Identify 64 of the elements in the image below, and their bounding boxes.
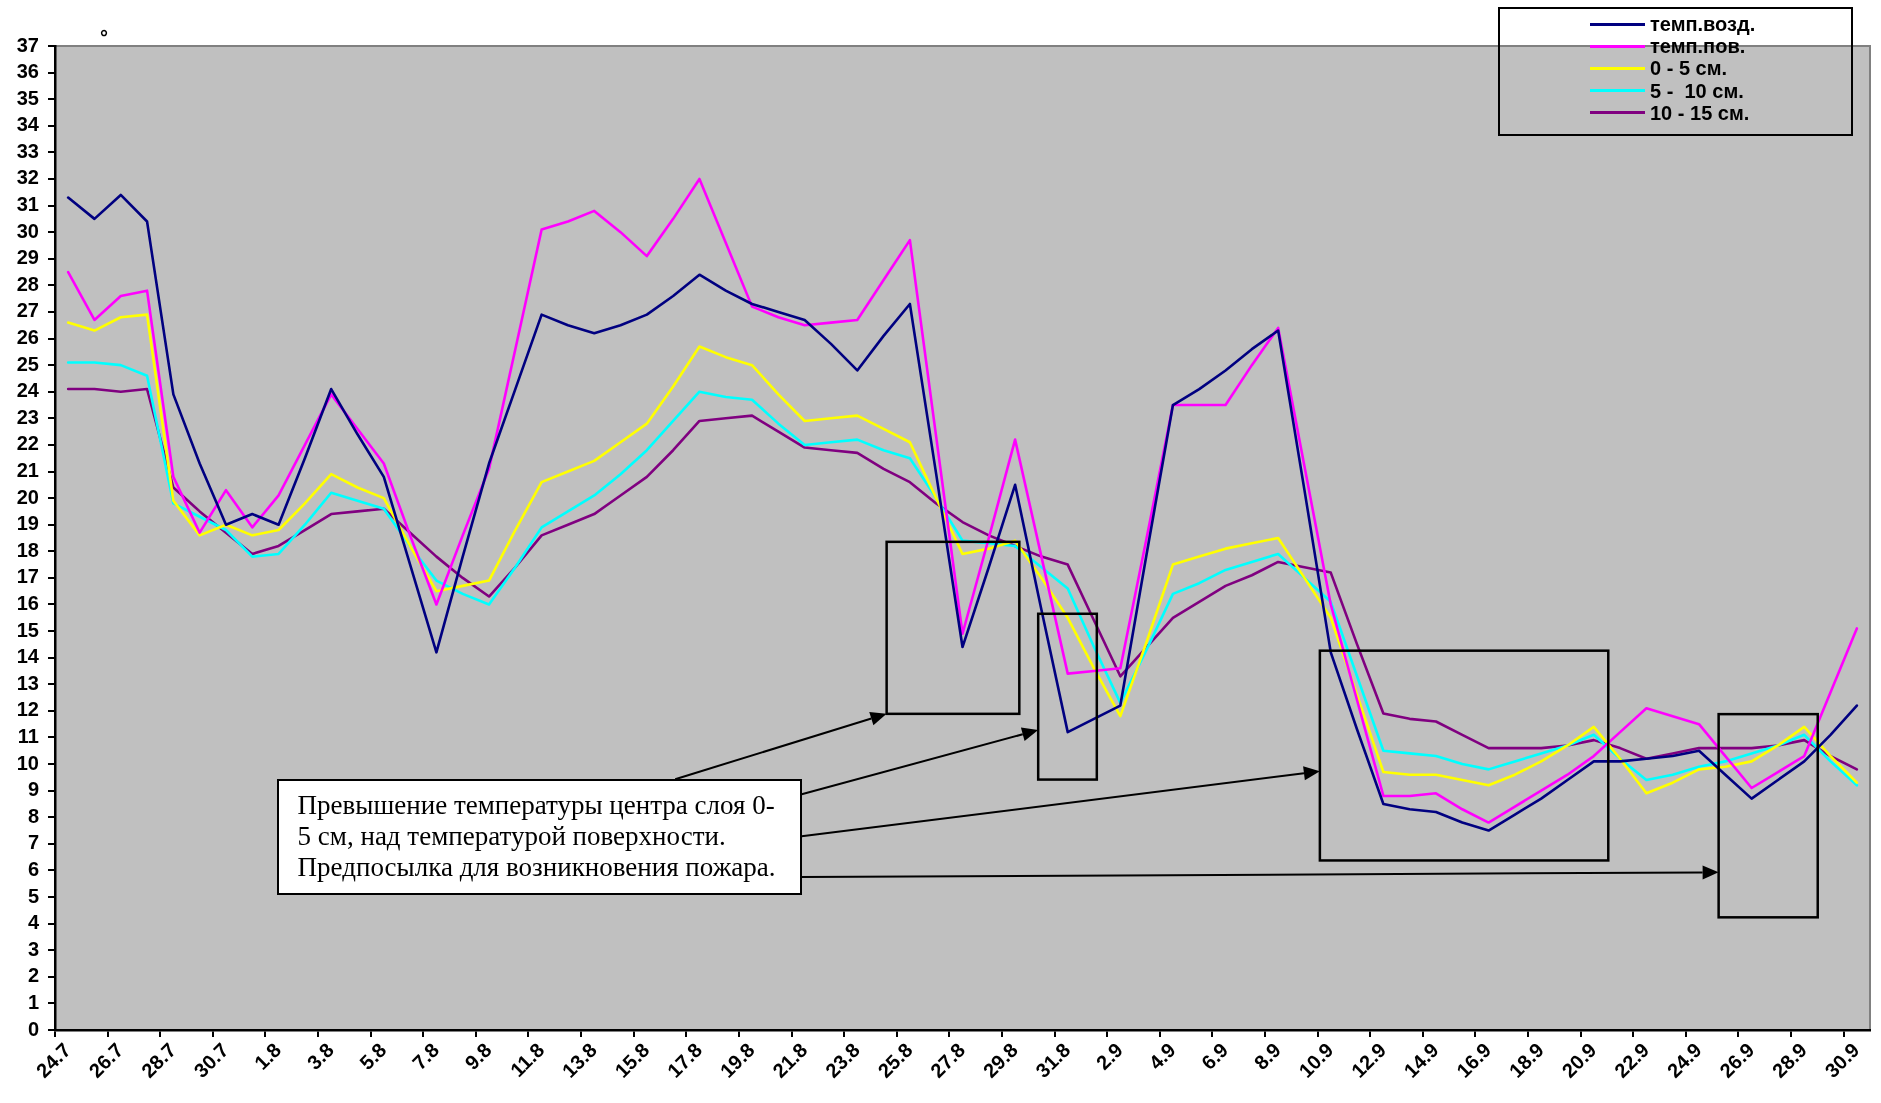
x-tick-label: 10.9 bbox=[1294, 1038, 1338, 1082]
legend-label: 5 - 10 см. bbox=[1650, 79, 1744, 102]
y-tick-label: 6 bbox=[27, 857, 39, 880]
y-tick-label: 15 bbox=[16, 618, 39, 641]
y-tick-label: 36 bbox=[16, 60, 39, 83]
x-tick-label: 28.9 bbox=[1767, 1038, 1811, 1082]
y-tick-label: 7 bbox=[27, 831, 39, 854]
x-tick-label: 11.8 bbox=[506, 1038, 549, 1081]
y-tick-label: 33 bbox=[16, 139, 39, 162]
y-tick-label: 4 bbox=[27, 911, 40, 934]
y-tick-label: 13 bbox=[16, 671, 39, 694]
x-tick-label: 5.8 bbox=[355, 1038, 391, 1074]
y-tick-label: 1 bbox=[27, 990, 39, 1013]
y-tick-label: 12 bbox=[16, 698, 39, 721]
x-tick-label: 24.9 bbox=[1662, 1038, 1706, 1082]
y-tick-label: 21 bbox=[16, 459, 39, 482]
y-tick-label: 25 bbox=[16, 352, 39, 375]
y-tick-label: 34 bbox=[16, 113, 40, 136]
x-tick-label: 16.9 bbox=[1452, 1038, 1496, 1082]
y-tick-label: 0 bbox=[27, 1017, 39, 1040]
y-tick-label: 32 bbox=[16, 166, 39, 189]
y-tick-label: 8 bbox=[27, 804, 39, 827]
y-tick-label: 18 bbox=[16, 538, 39, 561]
y-tick-label: 19 bbox=[16, 512, 39, 535]
y-tick-label: 3 bbox=[27, 937, 39, 960]
y-tick-label: 26 bbox=[16, 326, 39, 349]
y-axis-title: ° bbox=[100, 26, 108, 48]
x-tick-label: 9.8 bbox=[460, 1038, 496, 1074]
y-tick-label: 2 bbox=[27, 964, 39, 987]
y-tick-label: 37 bbox=[16, 33, 39, 56]
x-tick-label: 18.9 bbox=[1504, 1038, 1548, 1082]
legend-label: 0 - 5 см. bbox=[1650, 57, 1728, 80]
y-tick-label: 17 bbox=[16, 565, 39, 588]
y-tick-label: 31 bbox=[16, 193, 39, 216]
legend-label: 10 - 15 см. bbox=[1650, 101, 1750, 124]
y-tick-label: 24 bbox=[16, 379, 40, 402]
x-tick-label: 8.9 bbox=[1249, 1038, 1285, 1074]
legend-label: темп.возд. bbox=[1650, 13, 1756, 35]
legend-label: темп.пов. bbox=[1650, 35, 1746, 58]
y-tick-label: 22 bbox=[16, 432, 39, 455]
y-tick-label: 35 bbox=[16, 86, 39, 109]
y-tick-label: 23 bbox=[16, 405, 39, 428]
y-tick-label: 30 bbox=[16, 219, 39, 242]
x-tick-label: 30.9 bbox=[1820, 1038, 1864, 1082]
y-tick-label: 11 bbox=[17, 724, 39, 747]
x-tick-label: 14.9 bbox=[1399, 1038, 1443, 1082]
x-tick-label: 7.8 bbox=[407, 1038, 444, 1074]
y-tick-label: 28 bbox=[16, 272, 39, 295]
x-tick-label: 6.9 bbox=[1197, 1038, 1233, 1074]
x-tick-label: 3.8 bbox=[302, 1038, 338, 1074]
y-tick-label: 5 bbox=[27, 884, 39, 907]
annotation: Превышение температуры центра слоя 0-5 см, над температурой поверхности. Предпосылка для возникновения пожара. bbox=[297, 790, 776, 883]
y-tick-label: 10 bbox=[16, 751, 39, 774]
y-tick-label: 27 bbox=[16, 299, 39, 322]
x-tick-label: 2.9 bbox=[1091, 1038, 1128, 1074]
x-tick-label: 31.8 bbox=[1031, 1038, 1075, 1082]
y-tick-label: 9 bbox=[27, 778, 39, 801]
x-tick-label: 1.8 bbox=[250, 1038, 286, 1074]
y-tick-label: 14 bbox=[16, 645, 40, 668]
x-tick-label: 12.9 bbox=[1347, 1038, 1391, 1082]
x-tick-label: 4.9 bbox=[1144, 1038, 1180, 1074]
y-tick-label: 16 bbox=[16, 592, 39, 614]
y-tick-label: 29 bbox=[16, 246, 39, 269]
y-tick-label: 20 bbox=[16, 485, 39, 508]
